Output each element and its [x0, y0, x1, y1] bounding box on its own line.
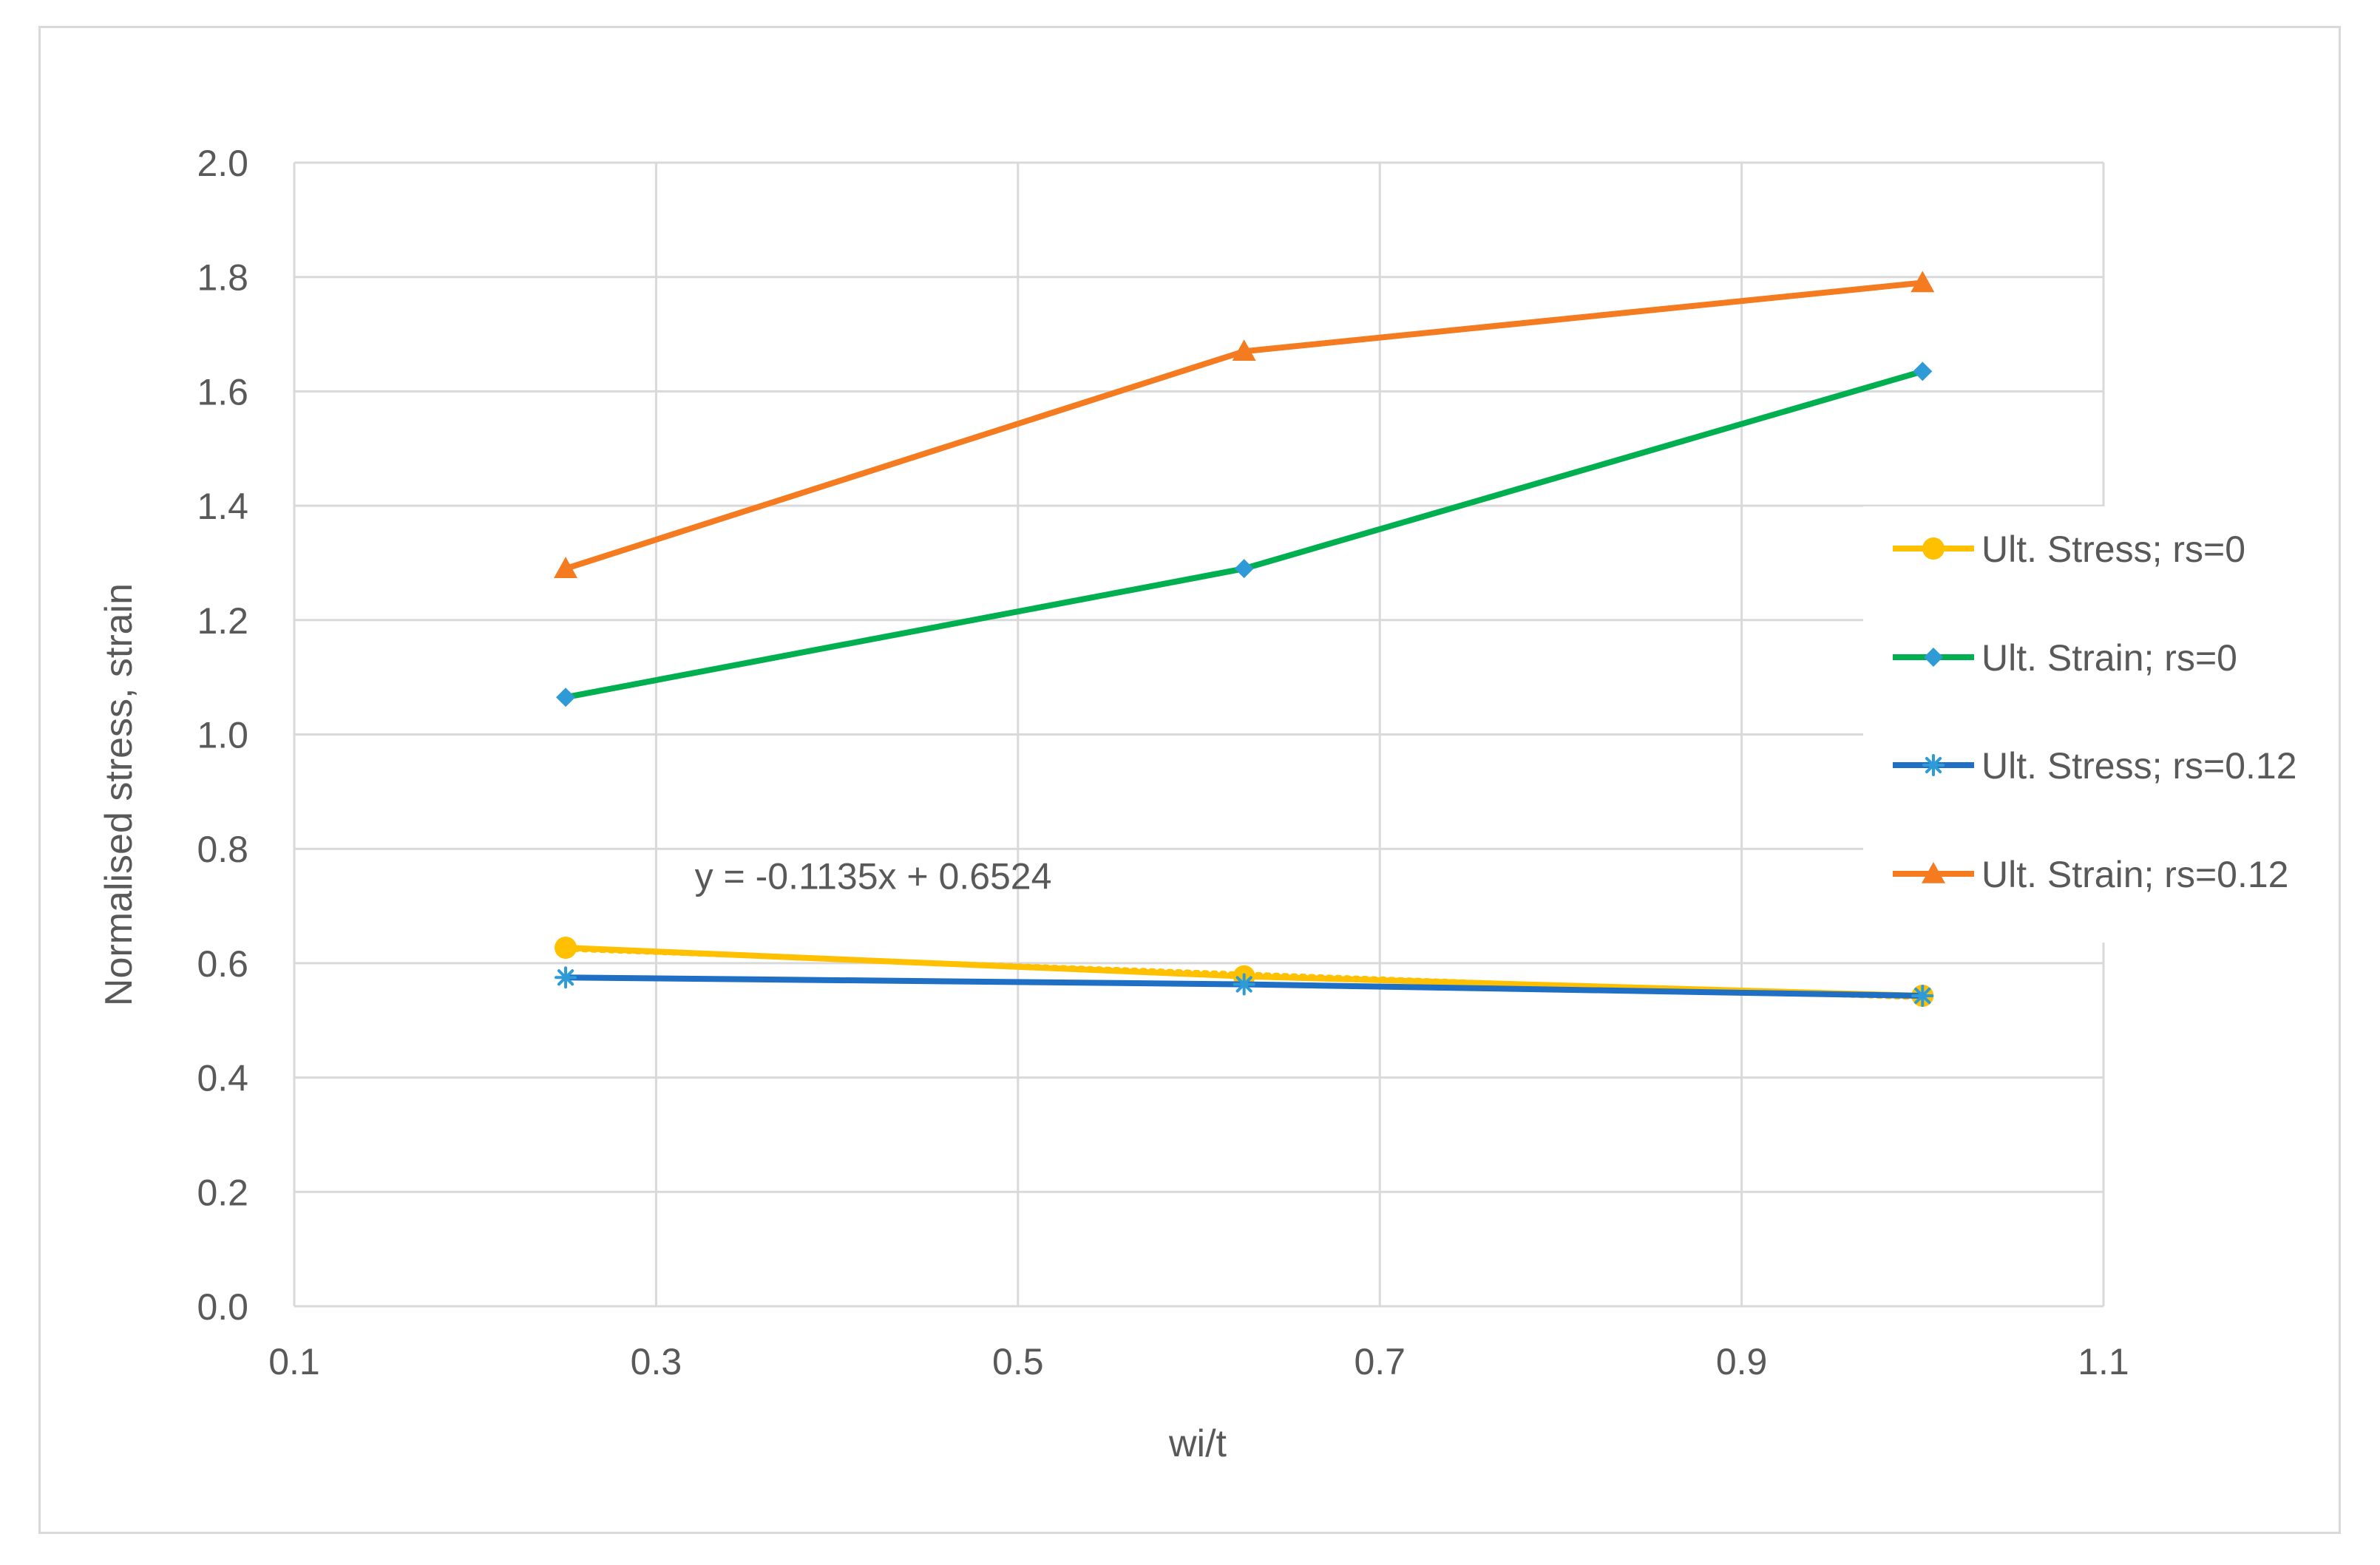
y-tick-label: 0.4 — [197, 1058, 248, 1099]
annotations: y = -0.1135x + 0.6524 — [695, 855, 1052, 897]
y-axis-title: Normalised stress, strain — [98, 583, 140, 1006]
asterisk-marker — [1233, 973, 1255, 996]
y-tick-label: 1.0 — [197, 715, 248, 756]
x-tick-label: 1.1 — [2078, 1341, 2129, 1382]
diamond-marker — [1913, 361, 1933, 381]
y-tick-label: 1.4 — [197, 486, 248, 527]
y-tick-label: 2.0 — [197, 143, 248, 184]
legend-item: Ult. Strain; rs=0 — [1893, 637, 2237, 679]
diamond-marker — [1234, 559, 1254, 579]
triangle-marker — [1911, 271, 1935, 293]
legend: Ult. Stress; rs=0 Ult. Strain; rs=0 Ult. S… — [1863, 506, 2336, 943]
x-axis-title: wi/t — [1168, 1422, 1227, 1465]
legend-box — [1863, 506, 2336, 943]
x-tick-label: 0.1 — [268, 1341, 320, 1382]
series-line — [563, 279, 1926, 572]
legend-label: Ult. Stress; rs=0.12 — [1981, 745, 2297, 787]
series-1 — [555, 937, 1934, 1007]
diamond-marker — [1924, 648, 1943, 667]
x-tick-label: 0.9 — [1716, 1341, 1768, 1382]
tick-labels: 0.0 0.2 0.4 0.6 0.8 1.0 1.2 1.4 1.6 1.8 2.0 0.1 0.3 0… — [197, 143, 2129, 1382]
x-tick-label: 0.5 — [992, 1341, 1044, 1382]
legend-label: Ult. Stress; rs=0 — [1981, 529, 2245, 570]
triangle-marker — [554, 557, 578, 578]
asterisk-marker — [1922, 754, 1945, 776]
legend-label: Ult. Strain; rs=0 — [1981, 637, 2237, 679]
circle-marker — [555, 937, 577, 960]
gridlines — [293, 161, 2105, 1308]
asterisk-marker — [555, 966, 577, 989]
y-tick-label: 0.8 — [197, 829, 248, 870]
circle-marker — [1922, 537, 1945, 560]
series-lines — [554, 271, 1935, 1007]
legend-item: Ult. Strain; rs=0.12 — [1893, 854, 2288, 895]
y-tick-label: 0.6 — [197, 943, 248, 985]
diamond-marker — [556, 688, 576, 707]
y-tick-label: 1.6 — [197, 371, 248, 413]
series-3 — [555, 966, 1934, 1007]
triangle-marker — [1232, 339, 1256, 361]
legend-label: Ult. Strain; rs=0.12 — [1981, 854, 2288, 895]
x-tick-label: 0.7 — [1354, 1341, 1406, 1382]
legend-item: Ult. Stress; rs=0.12 — [1893, 745, 2297, 787]
triangle-marker — [1922, 862, 1945, 883]
series-line — [563, 368, 1926, 701]
y-tick-label: 1.8 — [197, 257, 248, 299]
x-tick-label: 0.3 — [631, 1341, 682, 1382]
legend-item: Ult. Stress; rs=0 — [1893, 529, 2245, 570]
series-4 — [554, 271, 1935, 578]
asterisk-marker — [1911, 984, 1934, 1007]
trendline-equation: y = -0.1135x + 0.6524 — [695, 855, 1052, 897]
series-2 — [556, 361, 1933, 707]
y-tick-label: 0.2 — [197, 1172, 248, 1213]
y-tick-label: 0.0 — [197, 1286, 248, 1328]
y-tick-label: 1.2 — [197, 600, 248, 642]
